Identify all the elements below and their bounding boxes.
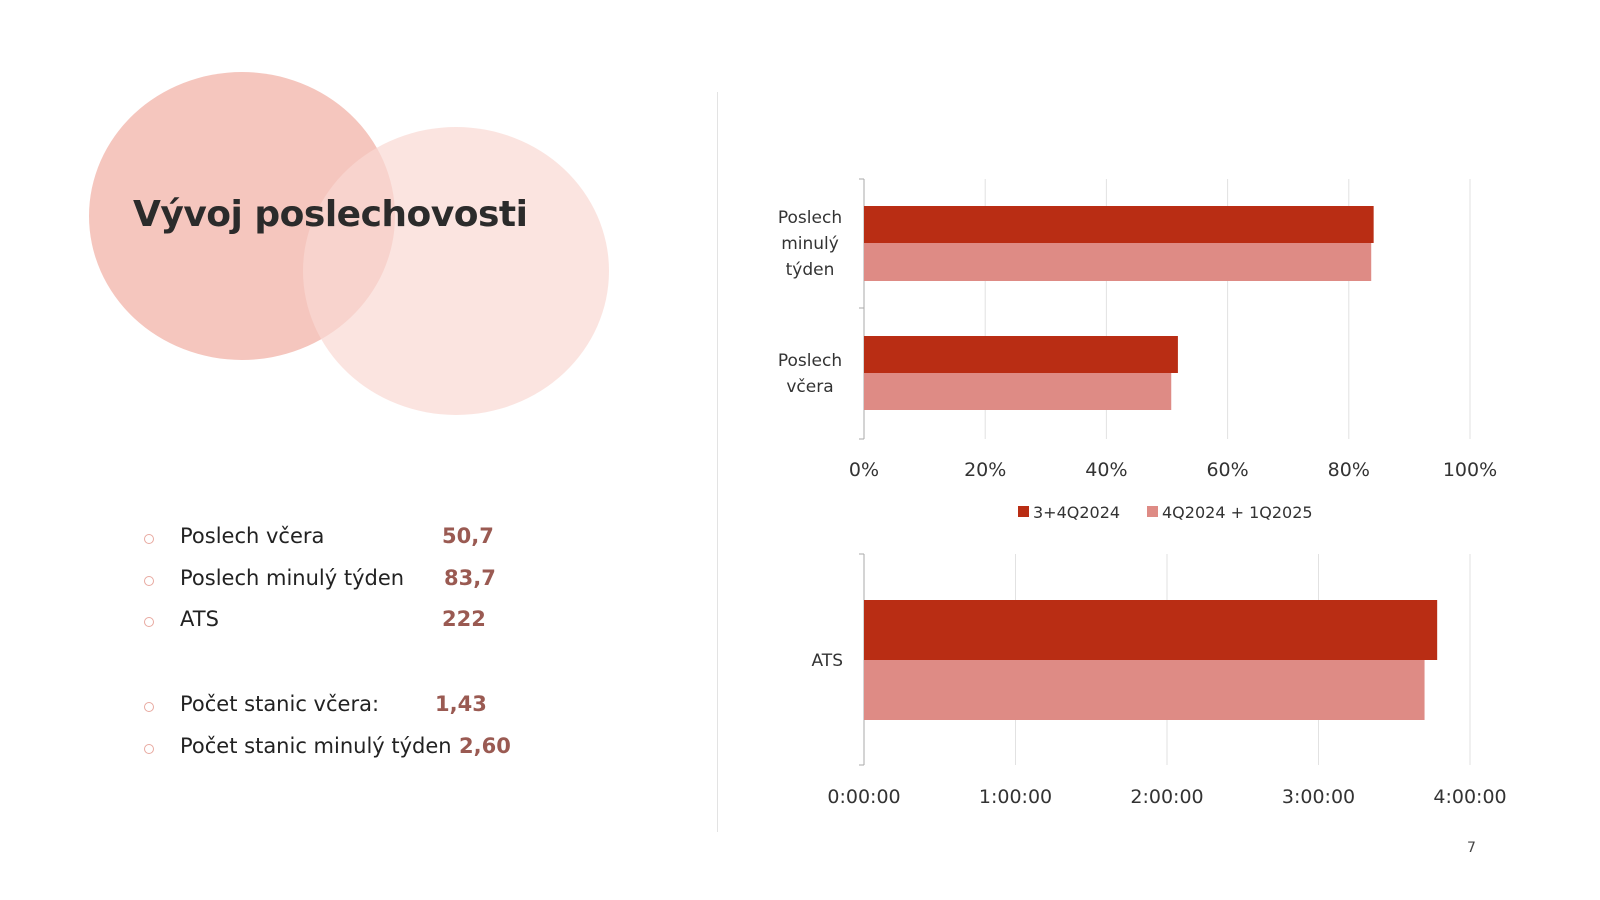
bullet-icon bbox=[144, 576, 154, 586]
bar-series2 bbox=[864, 660, 1425, 720]
decorative-circles bbox=[89, 72, 609, 415]
x-tick-label: 40% bbox=[1085, 459, 1127, 481]
stat-value: 83,7 bbox=[444, 566, 496, 590]
stat-value: 1,43 bbox=[435, 692, 487, 716]
stat-value: 2,60 bbox=[459, 734, 511, 758]
bar-series1 bbox=[864, 206, 1374, 243]
page-number: 7 bbox=[1467, 840, 1476, 856]
x-tick-label: 4:00:00 bbox=[1433, 786, 1506, 808]
x-tick-label: 80% bbox=[1328, 459, 1370, 481]
x-tick-label: 20% bbox=[964, 459, 1006, 481]
legend-swatch bbox=[1018, 506, 1029, 517]
stat-label: Počet stanic včera: bbox=[180, 692, 380, 716]
x-tick-label: 60% bbox=[1206, 459, 1248, 481]
stat-value: 50,7 bbox=[442, 524, 494, 548]
ats-chart: 0:00:00 1:00:00 2:00:00 3:00:00 4:00:00 ATS bbox=[812, 553, 1507, 808]
category-label: Poslech bbox=[778, 208, 842, 228]
stat-label: ATS bbox=[180, 607, 219, 631]
legend-label: 3+4Q2024 bbox=[1033, 503, 1120, 522]
bullet-icon bbox=[144, 702, 154, 712]
category-label: týden bbox=[786, 260, 835, 280]
stat-label: Poslech minulý týden bbox=[180, 566, 405, 590]
bullet-icon bbox=[144, 617, 154, 627]
category-label: Poslech bbox=[778, 351, 842, 371]
bullet-icon bbox=[144, 534, 154, 544]
bullet-icon bbox=[144, 744, 154, 754]
listening-chart: 0% 20% 40% 60% 80% 100% Poslech minulý týden Posl… bbox=[778, 178, 1497, 522]
stat-value: 222 bbox=[442, 607, 486, 631]
bar-series1 bbox=[864, 336, 1178, 373]
category-label: minulý bbox=[781, 234, 839, 254]
stat-label: Počet stanic minulý týden bbox=[180, 734, 452, 758]
x-tick-label: 100% bbox=[1443, 459, 1497, 481]
slide-title: Vývoj poslechovosti bbox=[133, 194, 528, 235]
stat-label: Poslech včera bbox=[180, 524, 325, 548]
x-tick-label: 2:00:00 bbox=[1130, 786, 1203, 808]
legend-label: 4Q2024 + 1Q2025 bbox=[1162, 503, 1313, 522]
category-label: ATS bbox=[812, 651, 844, 671]
category-label: včera bbox=[786, 377, 833, 397]
divider bbox=[717, 92, 718, 832]
circle-right bbox=[303, 127, 609, 415]
x-tick-label: 1:00:00 bbox=[979, 786, 1052, 808]
x-tick-label: 0:00:00 bbox=[827, 786, 900, 808]
legend-swatch bbox=[1147, 506, 1158, 517]
bar-series1 bbox=[864, 600, 1438, 660]
bar-series2 bbox=[864, 243, 1372, 281]
bar-series2 bbox=[864, 373, 1172, 410]
x-tick-label: 3:00:00 bbox=[1282, 786, 1355, 808]
x-tick-label: 0% bbox=[849, 459, 879, 481]
